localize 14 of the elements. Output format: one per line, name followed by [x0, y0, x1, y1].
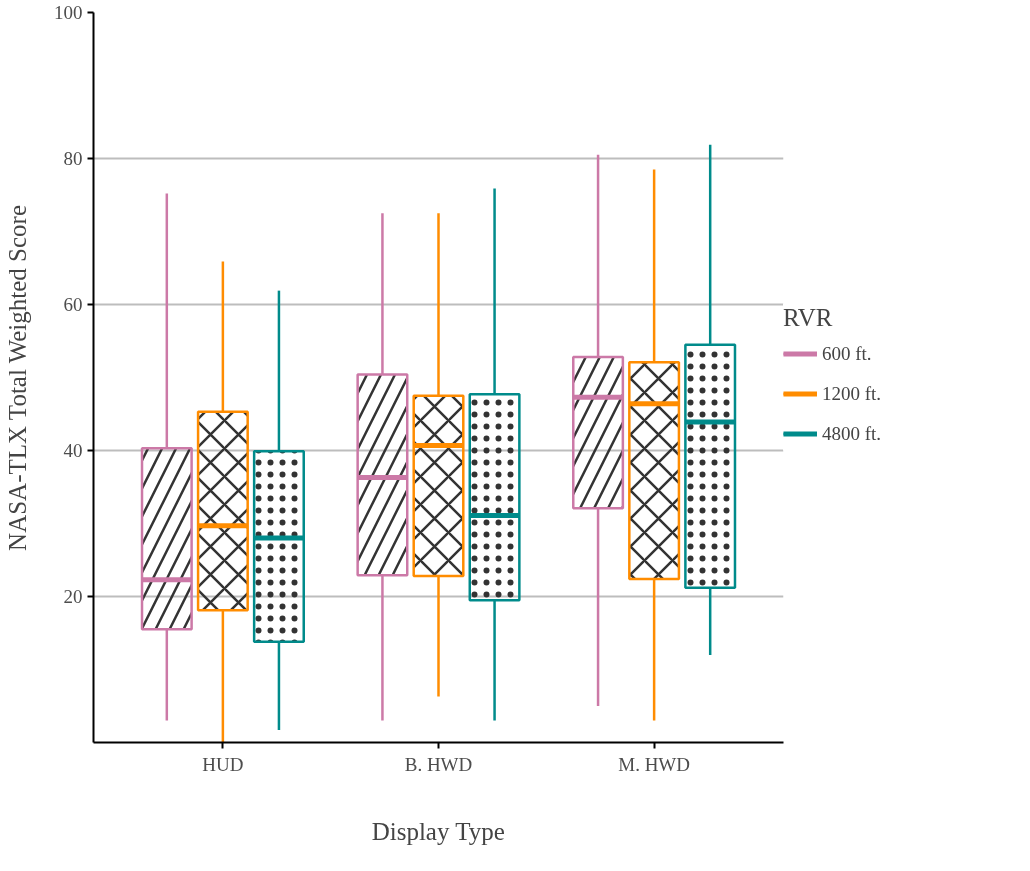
text: 4800 ft.	[822, 422, 882, 445]
text: 600 ft.	[822, 342, 872, 365]
text: 1200 ft.	[822, 382, 882, 405]
x-tick-label: HUD	[202, 753, 244, 775]
legend-title: RVR	[783, 303, 834, 332]
x-tick-label: B. HWD	[404, 753, 473, 775]
x-tick-label: M. HWD	[618, 753, 691, 775]
y-tick-label: 40	[63, 440, 83, 461]
y-tick-label: 100	[54, 2, 83, 23]
y-tick-label: 60	[63, 294, 83, 315]
x-axis-title: Display Type	[371, 817, 505, 845]
y-tick-label: 80	[63, 148, 83, 169]
y-tick-label: 20	[63, 586, 83, 607]
y-axis-title: NASA-TLX Total Weighted Score	[4, 204, 31, 551]
